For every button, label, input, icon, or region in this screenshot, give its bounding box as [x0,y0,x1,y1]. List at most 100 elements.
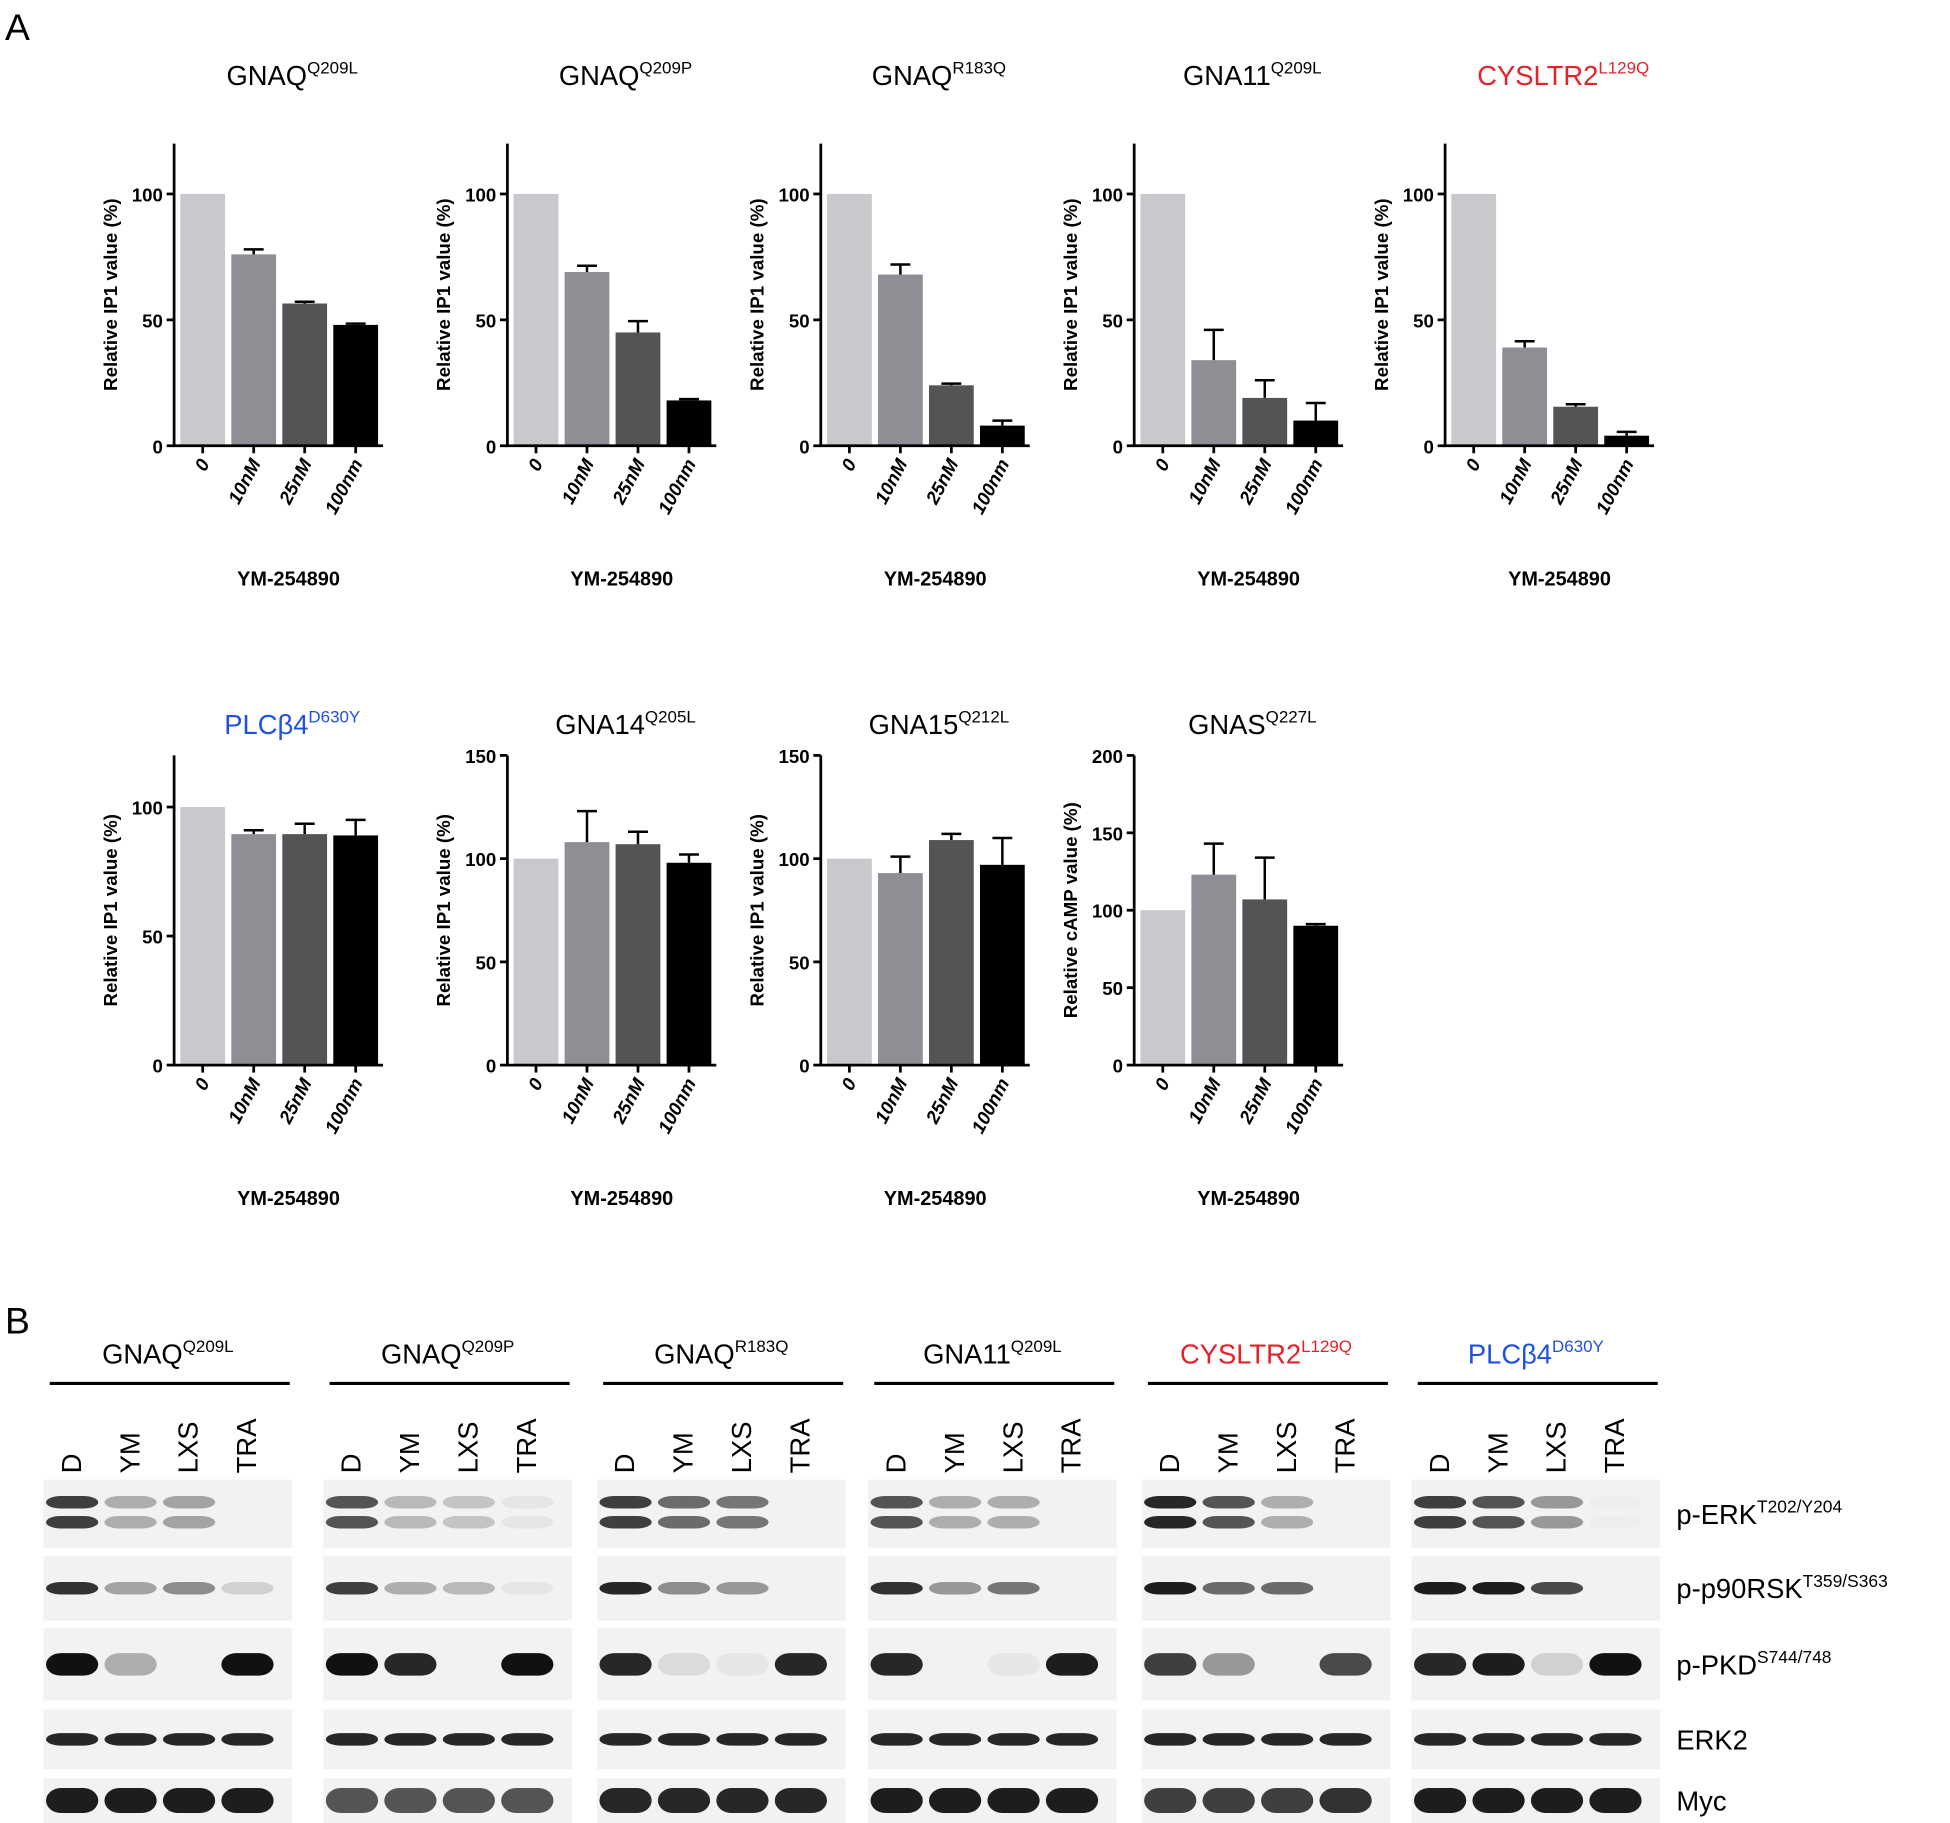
blot-band [1413,1496,1467,1509]
x-tick-label: 0 [190,1074,214,1094]
x-tick-label: 0 [837,455,861,475]
title-main: GNAQ [559,60,640,91]
y-tick-label: 0 [486,436,496,457]
y-tick-label: 0 [486,1056,496,1077]
blot-band [1413,1582,1467,1595]
blot-band [928,1496,982,1509]
blot-band [1472,1733,1525,1746]
chart-title: PLCβ4D630Y [224,708,360,741]
y-tick-label: 50 [1413,310,1434,331]
y-tick-label: 200 [1092,746,1123,767]
blot-band [657,1496,711,1509]
error-bar [679,397,699,401]
blot-band [1530,1788,1584,1814]
y-axis-label: Relative IP1 value (%) [1060,198,1081,391]
x-axis-label: YM-254890 [1197,569,1300,591]
lane-label: D [1154,1454,1185,1474]
axis [819,143,1030,448]
lane-label: YM [114,1432,145,1473]
x-tick-label: 0 [1150,455,1174,475]
title-sup: Q209P [639,58,692,77]
error-bar [294,822,315,835]
chart: GNAQR183Q Relative IP1 value (%) YM-254890… [747,58,1030,591]
blot-strip [1411,1479,1661,1549]
x-axis-label: YM-254890 [237,1188,340,1210]
blot-band [104,1733,157,1746]
y-tick-label: 0 [153,1056,163,1077]
x-tick-label: 10nM [1184,1074,1225,1127]
blot-band [657,1733,711,1746]
y-axis-label: Relative IP1 value (%) [433,814,454,1007]
bar [979,425,1025,446]
blot-band [1472,1653,1525,1676]
blot-band [1530,1653,1584,1676]
bar [1293,925,1339,1066]
title-main: GNAQ [381,1338,462,1369]
error-bar [1616,430,1637,436]
x-tick-label: 25nM [608,1074,650,1127]
blot-band [716,1515,769,1529]
blot-band [325,1496,379,1509]
blot-band [870,1733,923,1746]
bar [1502,347,1548,446]
x-axis-label: YM-254890 [1197,1188,1300,1210]
title-sup: Q212L [958,708,1009,727]
blot-band [384,1582,437,1595]
blot-band [442,1582,495,1595]
blot-band [1144,1496,1197,1509]
bar [928,840,974,1066]
bar [877,873,923,1066]
y-tick-label: 100 [465,184,496,205]
blot-band [442,1496,495,1509]
blot-band [1144,1582,1197,1595]
lane-label: D [56,1454,87,1474]
bar [877,274,923,446]
blot-strip [1141,1479,1391,1549]
axis [172,143,384,448]
blot-band [987,1653,1040,1676]
lane-label: YM [1482,1432,1513,1473]
blot-band [1413,1788,1467,1814]
bar [282,303,328,446]
row-label: p-ERKT202/Y204 [1676,1497,1842,1530]
blot-group-title: GNA11Q209L [923,1337,1062,1370]
bar [1140,193,1186,446]
lane-label: YM [394,1432,425,1473]
x-tick-label: 100nm [320,455,366,517]
blot-band [928,1788,982,1814]
title-sup: Q209L [183,1337,234,1356]
blot-band [774,1788,828,1814]
y-tick-label: 100 [778,849,809,870]
error-bar [628,319,648,333]
blot-band [221,1582,274,1595]
bar [513,858,559,1066]
blot-band [1261,1582,1314,1595]
error-bar [1203,328,1224,361]
lane-label: LXS [726,1421,757,1473]
y-tick-label: 50 [142,310,163,331]
x-tick-label: 0 [524,455,548,475]
bar [564,272,610,446]
bar [1140,910,1186,1066]
blot-band [384,1515,437,1529]
blot-band [384,1788,437,1814]
lane-label: LXS [453,1421,484,1473]
blot-band [599,1515,652,1529]
blot-band [1530,1496,1584,1509]
y-tick-label: 50 [1102,310,1123,331]
bar [827,858,872,1066]
chart-title: GNAQQ209L [227,58,358,91]
y-axis-label: Relative IP1 value (%) [747,814,768,1007]
blot-band [1413,1733,1467,1746]
title-sup: Q209L [1271,58,1322,77]
x-tick-label: 25nM [1234,455,1276,508]
x-tick-label: 100nm [967,1075,1013,1137]
chart: GNAQQ209P Relative IP1 value (%) YM-254890… [433,58,717,591]
blot-band [325,1515,379,1529]
lane-label: TRA [511,1418,542,1474]
y-tick-label: 50 [475,952,496,973]
blot-band [1530,1515,1584,1529]
title-main: GNAQ [227,60,308,91]
x-tick-label: 0 [190,455,214,475]
